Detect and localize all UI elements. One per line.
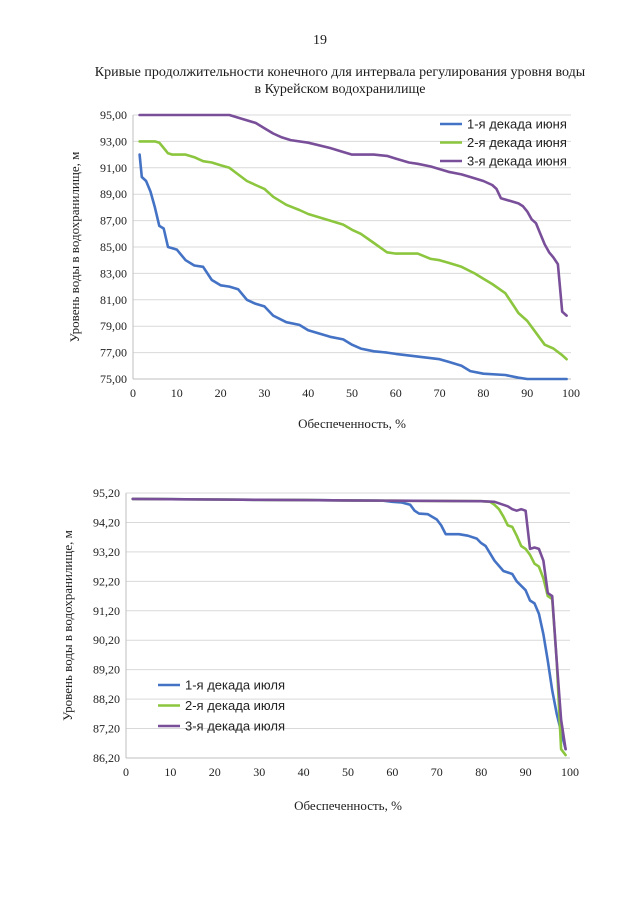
legend-label-1: 1-я декада июля bbox=[185, 678, 285, 693]
x-tick-label: 70 bbox=[431, 765, 443, 779]
legend-label-3: 3-я декада июля bbox=[185, 719, 285, 734]
x-tick-label: 20 bbox=[209, 765, 221, 779]
y-tick-label: 86,20 bbox=[93, 751, 120, 765]
y-tick-label: 95,00 bbox=[100, 108, 127, 122]
y-tick-label: 75,00 bbox=[100, 372, 127, 386]
x-tick-label: 100 bbox=[561, 765, 579, 779]
y-tick-label: 85,00 bbox=[100, 240, 127, 254]
x-tick-label: 80 bbox=[475, 765, 487, 779]
series-line-3 bbox=[138, 113, 568, 317]
series-line-3 bbox=[131, 497, 567, 751]
y-tick-label: 93,00 bbox=[100, 134, 127, 148]
y-tick-label: 79,00 bbox=[100, 319, 127, 333]
x-tick-label: 40 bbox=[302, 386, 314, 400]
chart-title-line-1: Кривые продолжительности конечного для и… bbox=[94, 65, 586, 80]
y-tick-label: 91,00 bbox=[100, 161, 127, 175]
legend-label-1: 1-я декада июня bbox=[467, 117, 567, 132]
x-tick-label: 90 bbox=[521, 386, 533, 400]
chart-title: Кривые продолжительности конечного для и… bbox=[40, 64, 640, 98]
series-line-2 bbox=[138, 140, 568, 361]
x-tick-label: 60 bbox=[390, 386, 402, 400]
x-axis-title: Обеспеченность, % bbox=[294, 798, 402, 813]
y-axis-title: Уровень воды в водохранилище, м bbox=[67, 152, 82, 343]
page-number: 19 bbox=[313, 33, 327, 48]
y-tick-label: 93,20 bbox=[93, 545, 120, 559]
chart-june: 75,00 77,00 79,00 81,00 83,00 85,00 87,00 89,00… bbox=[67, 108, 580, 431]
x-tick-label: 60 bbox=[386, 765, 398, 779]
y-tick-label: 87,00 bbox=[100, 214, 127, 228]
y-axis-title: Уровень воды в водохранилище, м bbox=[60, 530, 75, 721]
y-tick-label: 83,00 bbox=[100, 266, 127, 280]
x-tick-label: 30 bbox=[253, 765, 265, 779]
y-tick-label: 87,20 bbox=[93, 722, 120, 736]
y-tick-label: 89,20 bbox=[93, 663, 120, 677]
x-tick-label: 50 bbox=[342, 765, 354, 779]
y-tick-label: 88,20 bbox=[93, 692, 120, 706]
x-tick-label: 20 bbox=[215, 386, 227, 400]
legend-label-3: 3-я декада июня bbox=[467, 154, 567, 169]
y-tick-label: 92,20 bbox=[93, 574, 120, 588]
x-tick-label: 30 bbox=[258, 386, 270, 400]
y-tick-label: 90,20 bbox=[93, 633, 120, 647]
x-tick-label: 70 bbox=[434, 386, 446, 400]
chart-title-line-2: в Курейском водохранилище bbox=[254, 82, 426, 97]
x-tick-label: 10 bbox=[171, 386, 183, 400]
y-tick-label: 77,00 bbox=[100, 346, 127, 360]
y-tick-label: 95,20 bbox=[93, 486, 120, 500]
y-tick-label: 89,00 bbox=[100, 187, 127, 201]
x-tick-label: 0 bbox=[130, 386, 136, 400]
x-tick-label: 0 bbox=[123, 765, 129, 779]
x-tick-label: 100 bbox=[562, 386, 580, 400]
legend-label-2: 2-я декада июня bbox=[467, 135, 567, 150]
y-tick-label: 91,20 bbox=[93, 604, 120, 618]
y-tick-label: 94,20 bbox=[93, 515, 120, 529]
x-tick-label: 40 bbox=[298, 765, 310, 779]
x-tick-label: 50 bbox=[346, 386, 358, 400]
x-tick-label: 80 bbox=[477, 386, 489, 400]
y-tick-label: 81,00 bbox=[100, 293, 127, 307]
x-axis-title: Обеспеченность, % bbox=[298, 416, 406, 431]
series-line-1 bbox=[138, 153, 568, 381]
chart-july: 86,20 87,20 88,20 89,20 90,20 91,20 92,20 93,20… bbox=[60, 486, 579, 813]
legend-label-2: 2-я декада июля bbox=[185, 698, 285, 713]
series-line-2 bbox=[131, 497, 567, 757]
x-tick-label: 90 bbox=[520, 765, 532, 779]
x-tick-label: 10 bbox=[164, 765, 176, 779]
